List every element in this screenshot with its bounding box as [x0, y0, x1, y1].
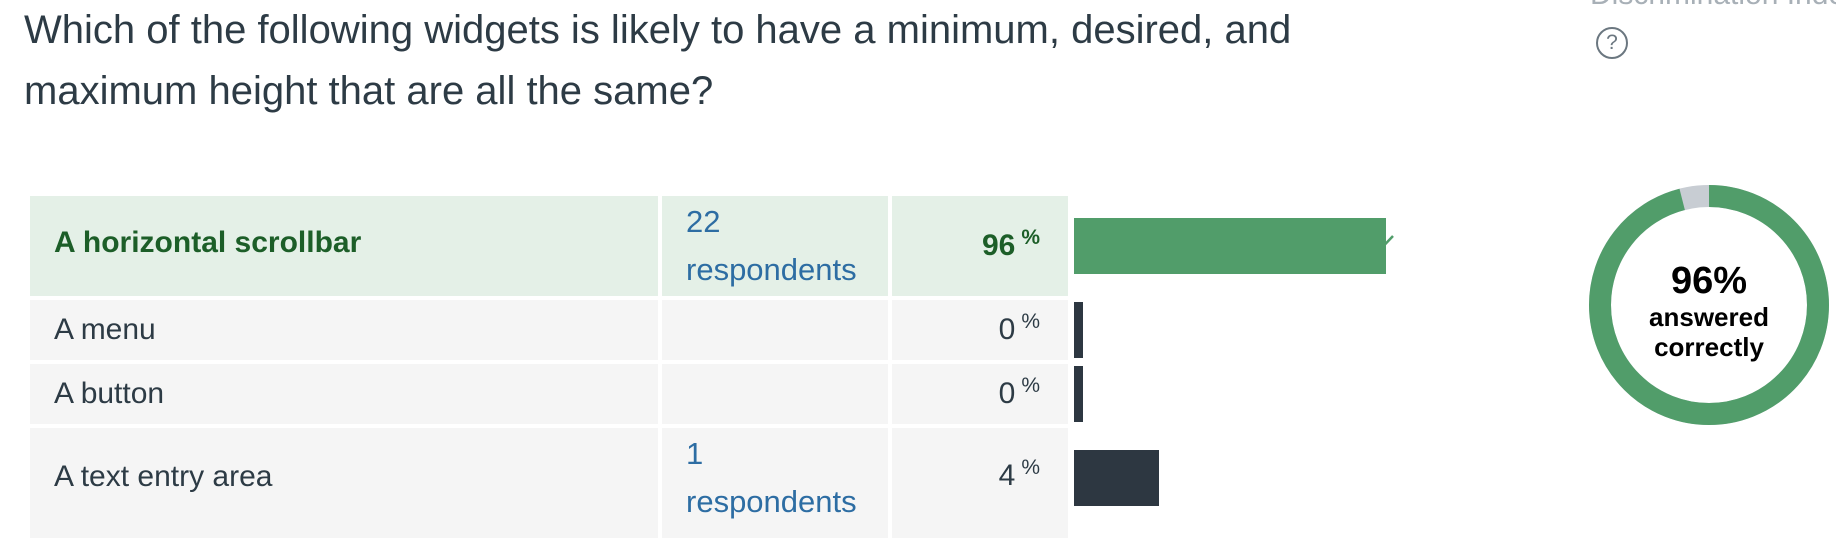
percent-correct-donut: 96% answered correctly: [1588, 184, 1830, 426]
answer-bar: [1074, 366, 1083, 422]
answer-bar: [1074, 218, 1386, 274]
answer-label: A button: [54, 377, 165, 410]
percent-value: 4: [998, 459, 1016, 492]
donut-correct-arc: [1589, 185, 1829, 425]
respondents-link[interactable]: 22 respondents: [686, 198, 857, 294]
answer-label: A menu: [54, 313, 156, 346]
percent-value: 96: [981, 229, 1016, 262]
respondents-count: 1: [686, 436, 704, 471]
answer-percent: 4%: [999, 456, 1040, 493]
respondents-word: respondents: [686, 252, 857, 287]
answer-percent: 0%: [999, 374, 1040, 411]
respondents-count: 22: [686, 204, 721, 239]
answer-label: A horizontal scrollbar: [54, 226, 362, 259]
discrimination-index-label: Discrimination Index: [1590, 0, 1836, 12]
help-icon[interactable]: ?: [1596, 27, 1628, 59]
percent-sign: %: [1021, 310, 1040, 333]
percent-sign: %: [1021, 456, 1040, 479]
correct-check-icon: [1362, 235, 1394, 259]
donut-label-line1: answered: [1649, 302, 1769, 332]
percent-value: 0: [998, 313, 1016, 346]
percent-sign: %: [1021, 374, 1040, 397]
answer-percent: 96%: [982, 226, 1040, 263]
question-text: Which of the following widgets is likely…: [24, 8, 1292, 113]
percent-value: 0: [998, 377, 1016, 410]
donut-label-line2: correctly: [1654, 332, 1764, 362]
answer-label: A text entry area: [54, 460, 273, 493]
answer-bar: [1074, 302, 1083, 358]
donut-chart: [1589, 185, 1829, 425]
respondents-link[interactable]: 1 respondents: [686, 430, 857, 526]
percent-sign: %: [1021, 226, 1040, 249]
answer-bar: [1074, 450, 1159, 506]
respondents-word: respondents: [686, 484, 857, 519]
donut-percent: 96%: [1670, 260, 1748, 302]
answer-percent: 0%: [999, 310, 1040, 347]
donut-label: answered correctly: [1588, 302, 1830, 362]
